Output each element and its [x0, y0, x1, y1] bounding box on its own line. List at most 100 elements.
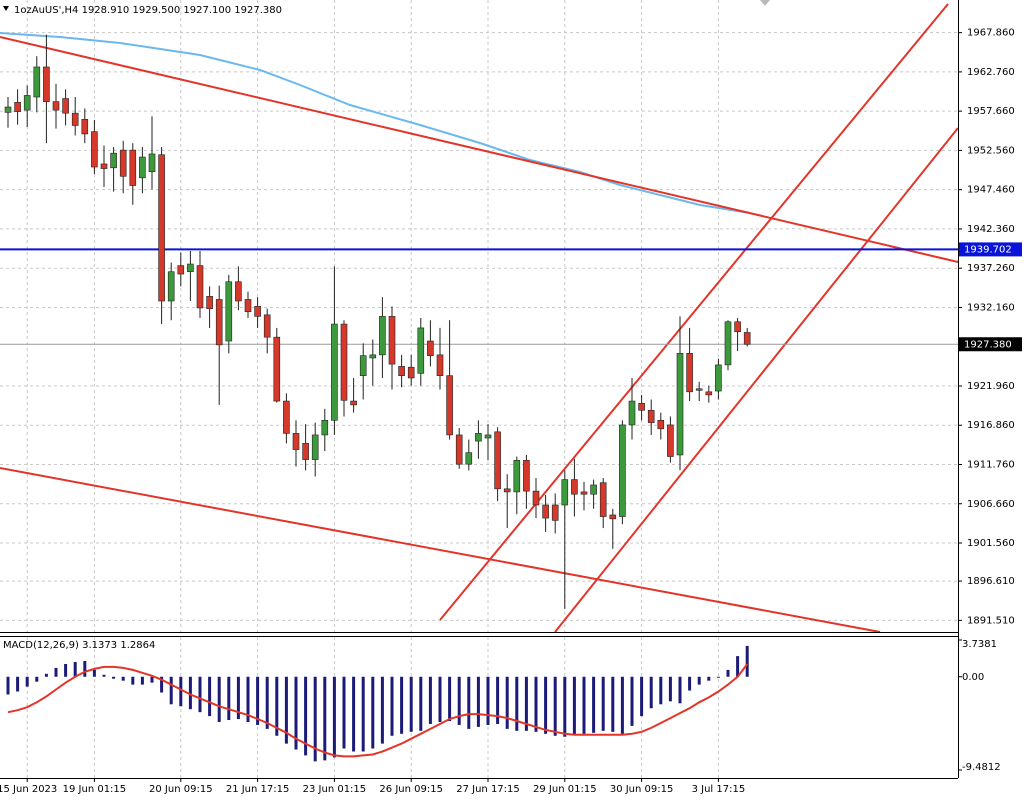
macd-value: 3.1373: [82, 640, 117, 651]
candle-body: [23, 95, 31, 111]
symbol: 1ozAuUS',H4: [14, 5, 78, 16]
channel-lower: [554, 127, 959, 633]
candle-body: [407, 366, 415, 379]
candle-body: [676, 353, 684, 456]
high-value: 1929.500: [132, 5, 180, 16]
y-tick-label: 1916.860: [967, 420, 1015, 431]
candle-body: [398, 366, 405, 376]
candle-body: [321, 420, 329, 436]
trend-line: [0, 467, 881, 633]
candle-body: [350, 400, 357, 406]
candle-body: [187, 263, 194, 273]
signal-value: 1.2864: [120, 640, 155, 651]
x-tick-label: 3 Jul 17:15: [692, 784, 746, 795]
candle-body: [667, 424, 674, 457]
candle-body: [91, 131, 98, 168]
candle-body: [139, 156, 146, 179]
candle-body: [254, 306, 261, 317]
last-price-label: 1927.380: [964, 339, 1012, 350]
y2-tick-label: 3.7381: [962, 639, 997, 650]
candle-body: [532, 490, 540, 506]
y-tick-label: 1942.360: [967, 224, 1015, 235]
candle-body: [359, 355, 367, 376]
x-tick-label: 27 Jun 17:15: [456, 784, 520, 795]
grid-layer: [0, 0, 958, 778]
candle-body: [225, 281, 233, 342]
candle-body: [436, 354, 444, 376]
candle-body: [167, 271, 175, 302]
candle-body: [542, 504, 549, 519]
candle-body: [71, 112, 79, 126]
candle-body: [215, 299, 223, 346]
y2-tick-label: 0.00: [962, 672, 984, 683]
y2-tick-label: -9.4812: [962, 762, 1001, 773]
price-label: 1939.702: [964, 244, 1012, 255]
candle-body: [494, 431, 501, 490]
x-tick-label: 19 Jun 01:15: [63, 784, 127, 795]
chart-header: 1ozAuUS',H4 1928.910 1929.500 1927.100 1…: [14, 5, 282, 16]
x-tick-label: 26 Jun 09:15: [379, 784, 443, 795]
y-tick-label: 1952.560: [967, 145, 1015, 156]
candle-body: [705, 391, 713, 396]
y-tick-label: 1957.660: [967, 106, 1015, 117]
y-tick-label: 1891.510: [967, 615, 1015, 626]
candle-body: [638, 403, 645, 411]
candle-body: [283, 400, 290, 434]
menu-arrow[interactable]: [3, 6, 9, 11]
candle-body: [388, 316, 396, 365]
candle-body: [331, 323, 338, 421]
trend-line: [0, 36, 959, 263]
candle-body: [33, 66, 41, 98]
macd-title: MACD(12,26,9): [3, 640, 79, 651]
x-tick-label: 20 Jun 09:15: [149, 784, 213, 795]
open-value: 1928.910: [82, 5, 130, 16]
candle-body: [177, 265, 185, 275]
y-tick-label: 1932.160: [967, 302, 1015, 313]
candle-body: [503, 488, 511, 493]
macd-header: MACD(12,26,9) 3.1373 1.2864: [3, 640, 155, 651]
candle-body: [484, 434, 492, 439]
y-tick-label: 1901.560: [967, 538, 1015, 549]
candle-body: [551, 504, 559, 521]
candle-body: [590, 484, 597, 495]
candle-body: [196, 265, 204, 309]
candle-body: [695, 388, 703, 391]
y-tick-label: 1921.960: [967, 381, 1015, 392]
candle-body: [686, 353, 693, 393]
shift-marker[interactable]: [760, 0, 770, 6]
candle-body: [475, 433, 482, 442]
y-tick-label: 1947.460: [967, 185, 1015, 196]
candle-body: [513, 460, 521, 493]
candle-body: [311, 434, 319, 460]
candle-body: [417, 327, 425, 374]
candle-body: [446, 375, 453, 436]
candle-body: [52, 101, 60, 111]
price-label-box: [959, 242, 1022, 257]
candle-body: [609, 514, 617, 520]
candle-body: [119, 149, 127, 177]
candle-body: [100, 163, 108, 169]
candle-body: [523, 460, 530, 492]
candle-body: [465, 452, 473, 465]
candle-body: [81, 119, 89, 135]
close-value: 1927.380: [234, 5, 282, 16]
x-tick-label: 30 Jun 09:15: [610, 784, 674, 795]
candle-body: [647, 409, 655, 423]
candle-body: [244, 299, 252, 313]
candle-body: [4, 106, 12, 113]
candle-body: [110, 152, 117, 169]
y-tick-label: 1962.760: [967, 67, 1015, 78]
candle-body: [206, 296, 213, 309]
x-tick-label: 21 Jun 17:15: [226, 784, 290, 795]
candle-body: [657, 420, 665, 430]
moving-average: [0, 32, 751, 214]
x-tick-label: 23 Jun 01:15: [303, 784, 367, 795]
candle-body: [743, 332, 751, 345]
candle-body: [379, 316, 386, 356]
candle-body: [235, 281, 242, 302]
candle-body: [158, 154, 165, 302]
candle-body: [561, 479, 569, 506]
